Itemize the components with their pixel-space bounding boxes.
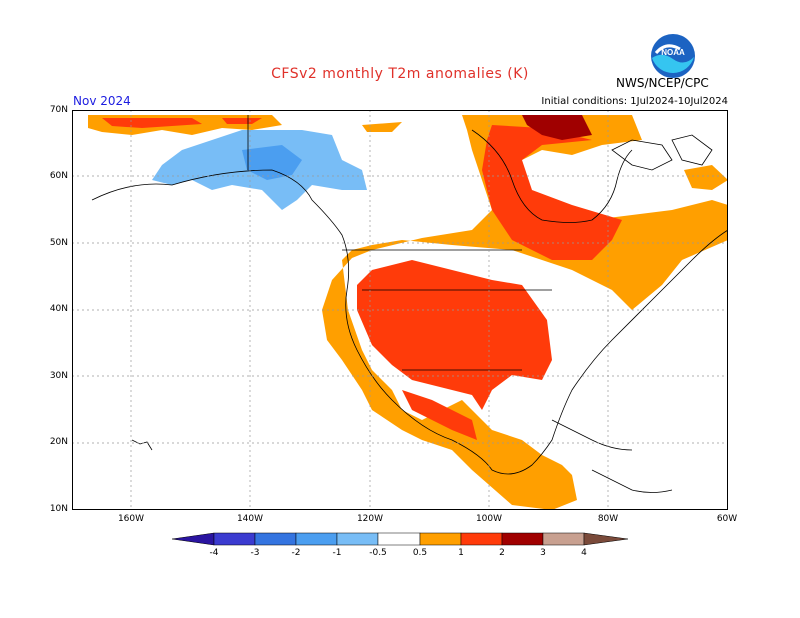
- lat-label-30n: 30N: [49, 371, 68, 381]
- colorbar-label-neg4: -4: [209, 548, 219, 558]
- colorbar-segment-1-2: [460, 532, 503, 546]
- colorbar-segment-neg2-neg1: [295, 532, 338, 546]
- forecast-month: Nov 2024: [73, 94, 131, 108]
- colorbar-segment-below-neg4: [172, 532, 215, 546]
- lon-label-60w: 60W: [716, 514, 738, 524]
- lat-label-60n: 60N: [49, 171, 68, 181]
- anomaly-2-3-region: [522, 115, 592, 140]
- lon-label-140w: 140W: [236, 514, 264, 524]
- colorbar-segment-neg4-neg3: [213, 532, 256, 546]
- colorbar-label-neg3: -3: [250, 548, 260, 558]
- colorbar-label-1: 1: [458, 548, 464, 558]
- colorbar-label-4: 4: [581, 548, 587, 558]
- colorbar-label-3: 3: [540, 548, 546, 558]
- lat-label-70n: 70N: [49, 105, 68, 115]
- colorbar-segment-3-4: [542, 532, 585, 546]
- lon-label-80w: 80W: [597, 514, 619, 524]
- map-frame: [72, 110, 728, 510]
- anomaly-1-2-region: [102, 118, 622, 440]
- colorbar-segment-neg3-neg2: [254, 532, 297, 546]
- lat-label-40n: 40N: [49, 304, 68, 314]
- colorbar-label-neg2: -2: [291, 548, 301, 558]
- anomaly-map: [72, 110, 728, 510]
- colorbar-segment-neutral: [377, 532, 421, 546]
- gridlines: [72, 110, 728, 510]
- lat-label-20n: 20N: [49, 437, 68, 447]
- anomaly-neg2-neg1-region: [242, 145, 302, 180]
- colorbar-label-2: 2: [499, 548, 505, 558]
- colorbar-segment-above-4: [583, 532, 628, 546]
- colorbar-label-neg1: -1: [332, 548, 342, 558]
- lon-label-120w: 120W: [356, 514, 384, 524]
- lat-label-50n: 50N: [49, 238, 68, 248]
- chart-title: CFSv2 monthly T2m anomalies (K): [271, 66, 529, 82]
- lat-label-10n: 10N: [49, 504, 68, 514]
- colorbar-segment-2-3: [501, 532, 544, 546]
- colorbar-segment-neg1-neg0.5: [336, 532, 379, 546]
- agency-label: NWS/NCEP/CPC: [616, 76, 709, 90]
- lon-label-100w: 100W: [475, 514, 503, 524]
- initial-conditions: Initial conditions: 1Jul2024-10Jul2024: [541, 96, 728, 107]
- colorbar-label-neg0.5: -0.5: [369, 548, 387, 558]
- noaa-logo: NOAA: [651, 34, 695, 78]
- colorbar: [172, 532, 628, 546]
- colorbar-label-0.5: 0.5: [412, 548, 428, 558]
- colorbar-segment-0.5-1: [419, 532, 462, 546]
- svg-text:NOAA: NOAA: [661, 48, 685, 57]
- lon-label-160w: 160W: [117, 514, 145, 524]
